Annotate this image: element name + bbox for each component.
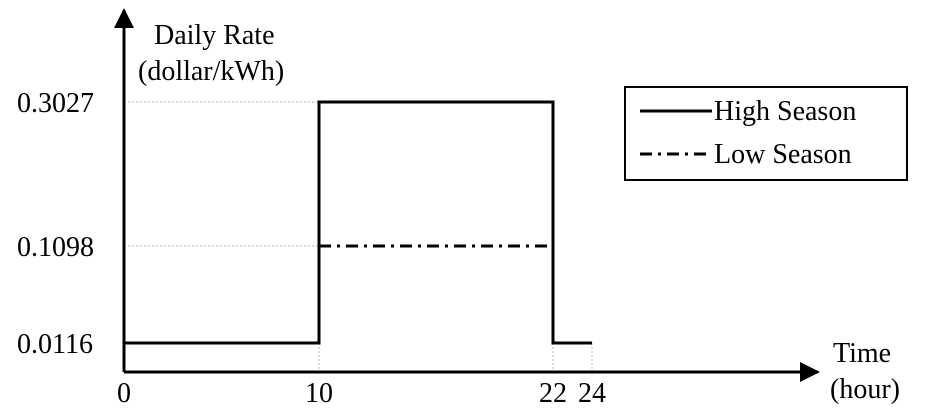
x-tick-label: 0: [117, 378, 131, 409]
legend-box: [624, 86, 908, 181]
x-tick-label: 10: [305, 378, 333, 409]
series-layer: [124, 100, 592, 345]
y-tick-label: 0.1098: [17, 232, 94, 263]
y-tick-label: 0.3027: [17, 88, 94, 119]
y-tick-label: 0.0116: [17, 329, 93, 360]
guide-lines: [124, 101, 593, 372]
y-axis-label-line2: (dollar/kWh): [138, 56, 284, 87]
x-axis-label-line1: Time: [833, 338, 891, 369]
legend-label-high-season: High Season: [714, 96, 856, 127]
x-tick-label: 22: [539, 378, 567, 409]
x-axis-label-line2: (hour): [830, 374, 900, 405]
legend: High Season Low Season: [624, 86, 908, 181]
x-tick-label: 24: [578, 378, 606, 409]
legend-label-low-season: Low Season: [714, 139, 852, 170]
y-tick-labels: 0.0116 0.1098 0.3027: [17, 88, 94, 360]
x-tick-labels: 0 10 22 24: [117, 378, 606, 409]
series-line-high-season: [124, 100, 592, 345]
y-axis-label-line1: Daily Rate: [154, 20, 275, 51]
